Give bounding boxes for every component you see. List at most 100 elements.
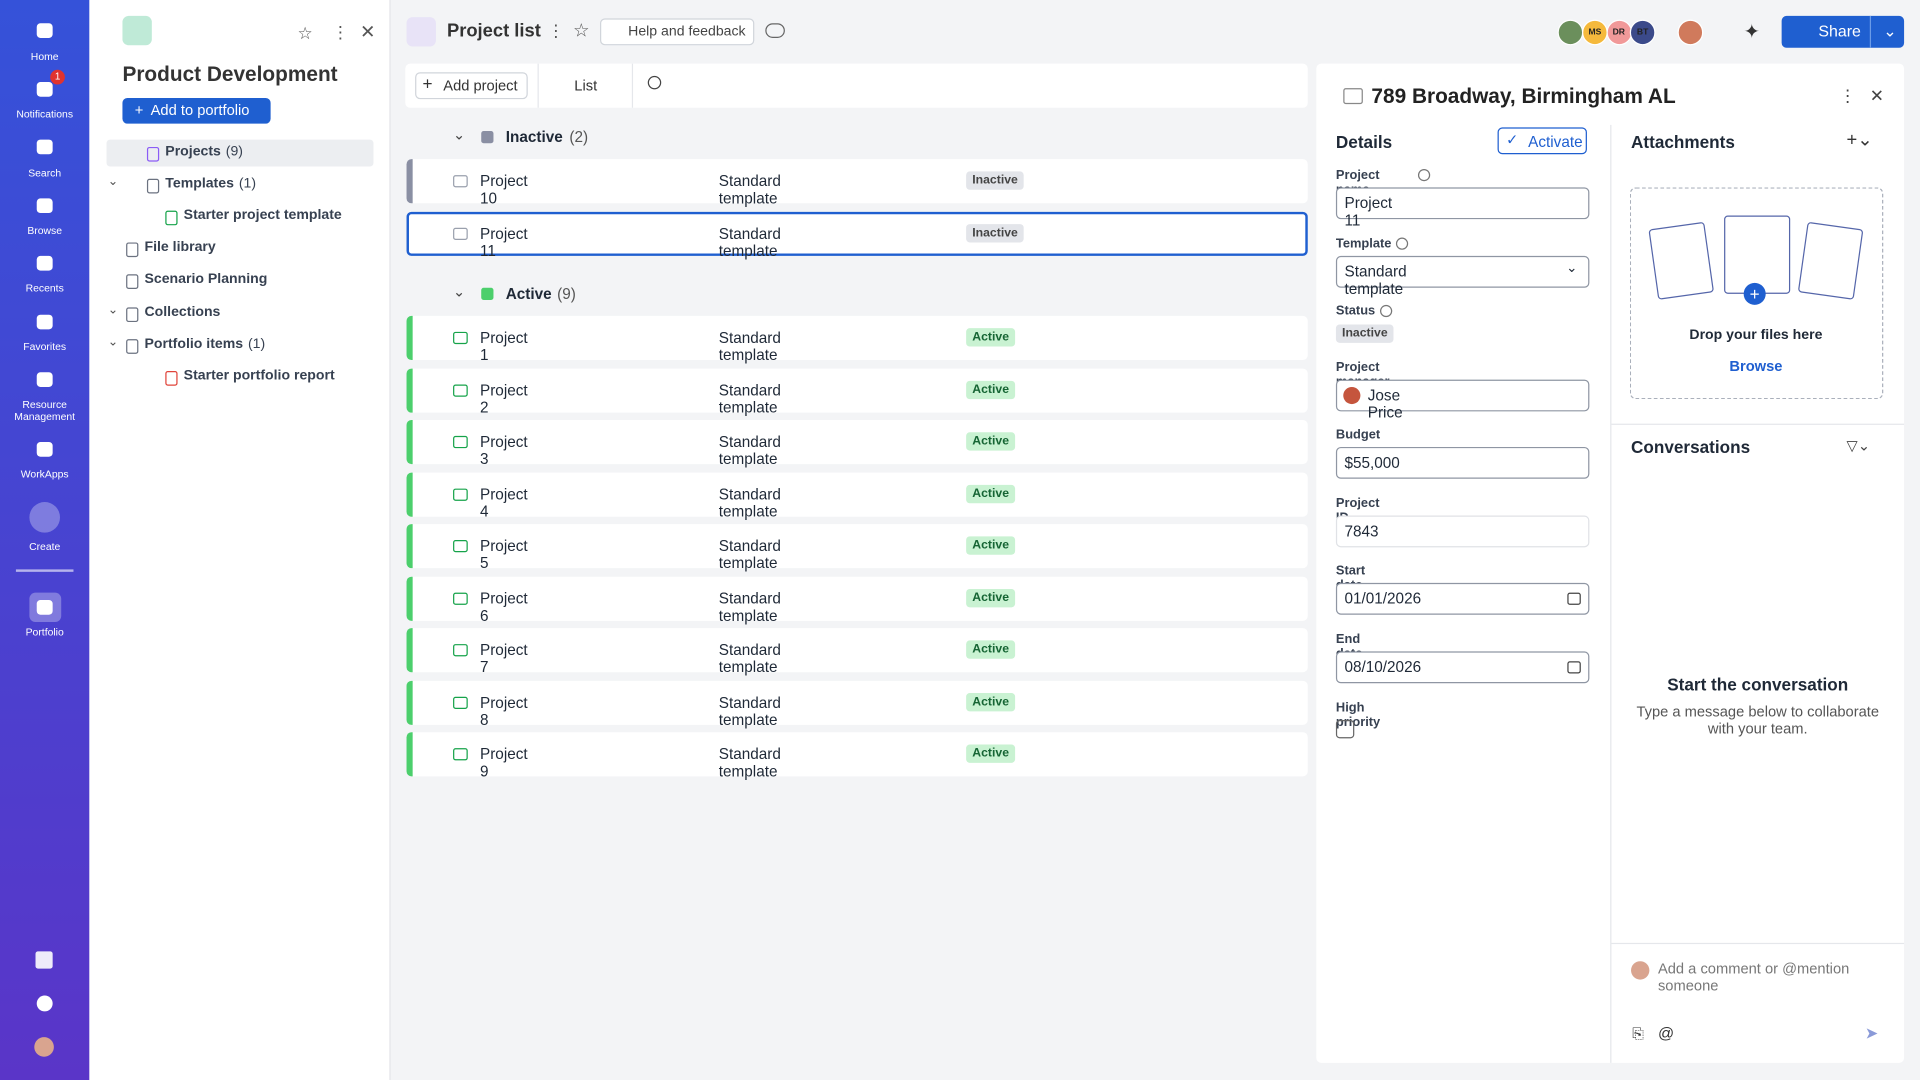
nav-label[interactable]: Browse <box>27 224 63 237</box>
project-name[interactable]: Project 6 <box>480 589 528 624</box>
search-icon[interactable] <box>647 75 662 90</box>
comment-input[interactable]: Add a comment or @mention someone <box>1657 960 1850 995</box>
drop-zone[interactable]: + Drop your files here Browse <box>1629 187 1884 400</box>
field-input[interactable] <box>1335 582 1590 615</box>
mention-icon[interactable]: @ <box>1657 1023 1675 1043</box>
nav-label[interactable]: Create <box>29 540 61 553</box>
field-input[interactable] <box>1335 255 1590 288</box>
field-input[interactable] <box>1335 187 1590 220</box>
calendar-icon[interactable] <box>1567 592 1581 605</box>
favorite-icon[interactable]: ☆ <box>297 23 313 43</box>
view-switcher[interactable]: List <box>574 77 598 95</box>
filter-icon[interactable]: ▽⌄ <box>1846 437 1871 455</box>
field-value[interactable]: Jose Price <box>1367 386 1403 422</box>
more-icon[interactable]: ⋮ <box>331 22 349 42</box>
more-icon[interactable]: ⋮ <box>547 20 565 41</box>
browse-link[interactable]: Browse <box>1729 357 1783 375</box>
project-row[interactable] <box>406 628 1308 673</box>
add-to-portfolio-button[interactable]: + Add to portfolio <box>122 97 271 124</box>
field-input[interactable] <box>1335 379 1590 412</box>
field-value[interactable]: 01/01/2026 <box>1344 590 1422 608</box>
project-name[interactable]: Project 3 <box>480 433 528 468</box>
nav-icon[interactable] <box>36 372 53 387</box>
field-value[interactable]: Project 11 <box>1344 194 1393 229</box>
project-row[interactable] <box>406 211 1308 256</box>
group-name[interactable]: Inactive <box>505 128 563 146</box>
more-icon[interactable]: ⋮ <box>1839 85 1857 106</box>
send-icon[interactable]: ➤ <box>1864 1023 1879 1043</box>
project-row[interactable] <box>406 576 1308 621</box>
activate-button[interactable]: Activate <box>1497 127 1587 155</box>
dropdown-chevron[interactable]: ⌄ <box>1566 260 1578 276</box>
tree-item[interactable]: Starter portfolio report <box>184 369 335 384</box>
project-name[interactable]: Project 11 <box>480 224 528 259</box>
nav-icon[interactable] <box>36 255 53 271</box>
create-icon[interactable] <box>29 502 61 533</box>
nav-label[interactable]: Notifications <box>16 107 74 121</box>
nav-icon[interactable] <box>36 198 53 214</box>
tree-item[interactable]: Collections <box>144 305 220 320</box>
nav-label[interactable]: Portfolio <box>25 625 64 638</box>
project-name[interactable]: Project 10 <box>480 172 528 207</box>
add-project-button[interactable]: Add project <box>415 72 528 100</box>
nav-icon[interactable] <box>36 314 53 330</box>
project-row[interactable] <box>406 159 1308 204</box>
apps-icon[interactable] <box>35 951 53 969</box>
attach-icon[interactable]: ⎘ <box>1632 1024 1645 1043</box>
add-attachment[interactable]: +⌄ <box>1846 129 1873 151</box>
favorite-icon[interactable]: ☆ <box>573 20 590 42</box>
project-row[interactable] <box>406 315 1308 361</box>
nav-label[interactable]: Favorites <box>23 340 67 353</box>
calendar-icon[interactable] <box>1567 661 1581 674</box>
high-priority-checkbox[interactable] <box>1335 720 1355 739</box>
close-icon[interactable]: ✕ <box>1869 85 1885 106</box>
nav-icon[interactable] <box>36 442 53 457</box>
project-row[interactable] <box>406 732 1308 777</box>
project-row[interactable] <box>406 367 1308 413</box>
nav-icon[interactable] <box>36 600 53 615</box>
project-row[interactable] <box>406 420 1308 465</box>
close-icon[interactable]: ✕ <box>360 22 376 43</box>
nav-icon[interactable] <box>36 82 53 97</box>
project-name[interactable]: Project 2 <box>480 381 528 416</box>
project-icon <box>453 592 468 605</box>
project-name[interactable]: Project 7 <box>480 641 528 676</box>
tree-item[interactable]: Projects (9) <box>165 144 243 159</box>
project-name[interactable]: Project 4 <box>480 485 528 520</box>
project-row[interactable] <box>406 472 1308 517</box>
tree-item[interactable]: Starter project template <box>184 208 342 223</box>
project-row[interactable] <box>406 680 1308 725</box>
tree-item[interactable]: Portfolio items (1) <box>144 337 265 352</box>
help-icon[interactable] <box>36 995 53 1012</box>
field-input[interactable] <box>1335 446 1590 479</box>
share-button[interactable]: Share ⌄ <box>1781 15 1905 48</box>
nav-label[interactable]: Recents <box>25 281 64 294</box>
nav-label[interactable]: Home <box>30 50 59 63</box>
help-button[interactable]: Help and feedback <box>600 18 755 46</box>
nav-label[interactable]: Resource Management <box>14 397 76 423</box>
expand-chevron[interactable]: ⌄ <box>107 303 119 318</box>
project-name[interactable]: Project 9 <box>480 745 528 781</box>
group-name[interactable]: Active <box>505 285 552 303</box>
project-row[interactable] <box>406 524 1308 569</box>
field-value[interactable]: $55,000 <box>1344 454 1400 472</box>
user-avatar[interactable] <box>34 1037 54 1057</box>
collapse-chevron[interactable]: ⌄ <box>453 282 466 301</box>
field-value[interactable]: 08/10/2026 <box>1344 658 1422 676</box>
project-name[interactable]: Project 1 <box>480 329 528 364</box>
tree-item[interactable]: File library <box>144 240 215 255</box>
nav-icon[interactable] <box>36 139 53 155</box>
tree-item[interactable]: Templates (1) <box>165 176 256 191</box>
project-name[interactable]: Project 8 <box>480 693 528 728</box>
nav-label[interactable]: WorkApps <box>20 467 69 481</box>
expand-chevron[interactable]: ⌄ <box>107 335 119 349</box>
field-value[interactable]: Standard template <box>1344 263 1407 298</box>
field-input[interactable] <box>1335 651 1590 684</box>
ai-icon[interactable]: ✦ <box>1743 22 1761 43</box>
tree-item[interactable]: Scenario Planning <box>144 272 267 287</box>
expand-chevron[interactable]: ⌄ <box>107 175 119 189</box>
nav-icon[interactable] <box>36 23 53 38</box>
collapse-chevron[interactable]: ⌄ <box>453 126 466 144</box>
nav-label[interactable]: Search <box>28 166 62 179</box>
project-name[interactable]: Project 5 <box>480 537 528 572</box>
